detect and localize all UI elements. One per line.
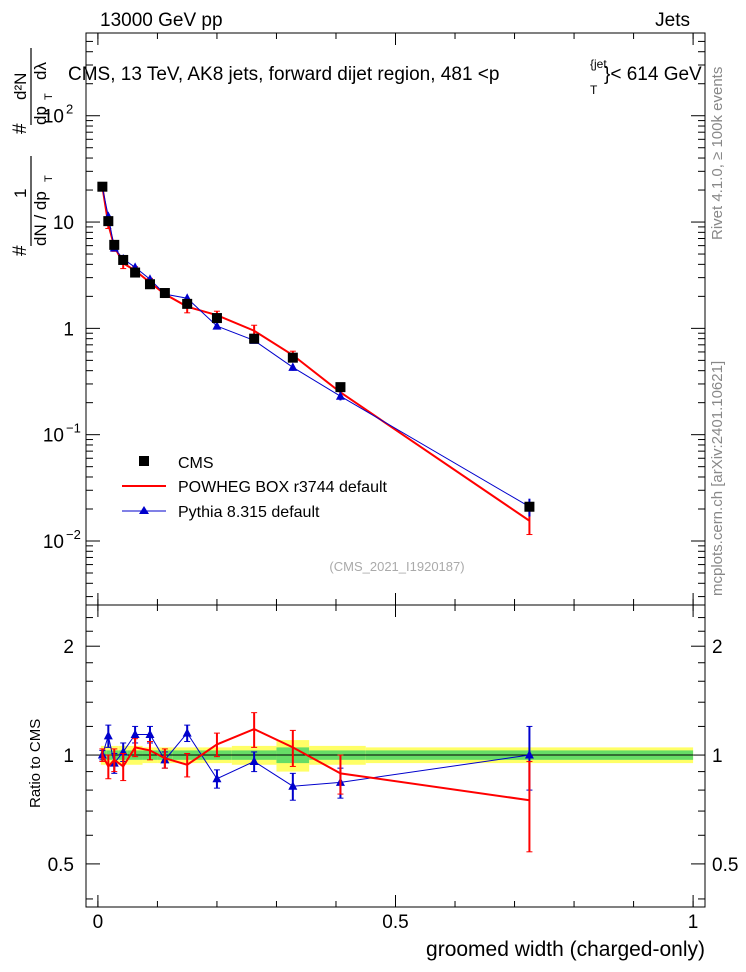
cms-data-point	[130, 267, 141, 278]
cms-data-point	[182, 298, 193, 309]
cms-data-point	[118, 254, 129, 265]
legend-cms-marker	[139, 456, 149, 466]
y-tick-label: 10	[53, 213, 74, 234]
ylabel-hash-den: #	[10, 123, 31, 134]
ylabel-frac2-den-sub: T	[43, 93, 55, 100]
pythia-point	[288, 362, 298, 371]
ratio-pythia-point	[182, 728, 192, 737]
pythia-point	[212, 321, 222, 330]
ratio-y-tick-label-right: 2	[712, 637, 723, 658]
rivet-version-label: Rivet 4.1.0, ≥ 100k events	[709, 67, 726, 240]
series-line-2	[101, 187, 530, 508]
plot-title-superscript: {jet	[590, 57, 607, 71]
ratio-pythia-point	[212, 773, 222, 783]
ylabel-hash-num: #	[10, 245, 31, 256]
y-tick-exponent: −2	[66, 527, 81, 542]
cms-data-point	[335, 382, 346, 393]
cms-data-point	[109, 239, 120, 250]
ratio-pythia-point	[524, 750, 534, 759]
plot-title-tail: }< 614 GeV	[604, 64, 702, 85]
ratio-y-axis-label: Ratio to CMS	[27, 719, 44, 808]
ratio-series	[97, 712, 534, 853]
ratio-uncertainty-band	[100, 740, 694, 772]
ratio-pythia-point	[103, 730, 113, 740]
ratio-y-tick-label: 0.5	[48, 855, 74, 876]
plot-title-subscript: T	[590, 83, 598, 97]
cms-data-point	[287, 352, 298, 363]
ratio-y-tick-label: 1	[63, 746, 74, 767]
plot-title: CMS, 13 TeV, AK8 jets, forward dijet reg…	[68, 64, 499, 85]
cms-data-point	[144, 279, 155, 290]
y-tick-exponent: 2	[66, 102, 73, 117]
cms-data-point	[249, 333, 260, 344]
ratio-y-tick-label-right: 0.5	[712, 855, 738, 876]
ylabel-frac1-den: dN / dp	[31, 191, 50, 246]
x-tick-label: 0	[93, 912, 104, 933]
mcplots-label: mcplots.cern.ch [arXiv:2401.10621]	[709, 361, 726, 596]
legend: CMS POWHEG BOX r3744 default Pythia 8.31…	[122, 455, 388, 521]
y-tick-label: 10	[43, 107, 64, 128]
ratio-y-tick-label: 2	[63, 637, 74, 658]
y-axis-label: # 1 dN / dp T # d²N dp T dλ	[10, 48, 55, 256]
main-series	[97, 181, 535, 536]
x-tick-label: 1	[688, 912, 699, 933]
cms-data-point	[159, 288, 170, 299]
ylabel-frac1-den-sub: T	[43, 175, 55, 182]
legend-pythia-marker	[139, 506, 149, 514]
cms-data-point	[211, 313, 222, 324]
ratio-pythia-point	[288, 781, 298, 790]
y-tick-label: 1	[63, 319, 74, 340]
header-process: 13000 GeV pp	[100, 10, 223, 31]
legend-powheg-label: POWHEG BOX r3744 default	[178, 479, 388, 496]
cms-data-point	[524, 501, 535, 512]
ylabel-frac1-num: 1	[11, 189, 30, 198]
y-tick-label: 10	[43, 426, 64, 447]
header-analysis: Jets	[655, 10, 690, 31]
analysis-watermark: (CMS_2021_I1920187)	[329, 559, 464, 574]
legend-cms-label: CMS	[178, 455, 214, 472]
x-axis-label: groomed width (charged-only)	[426, 938, 705, 961]
ratio-pythia-point	[130, 729, 140, 738]
ratio-y-tick-label-right: 1	[712, 746, 723, 767]
x-tick-label: 0.5	[382, 912, 408, 933]
y-tick-exponent: −1	[66, 421, 81, 436]
cms-data-point	[97, 181, 108, 192]
ylabel-frac2-den-tail: dλ	[31, 62, 50, 80]
pythia-point	[335, 391, 345, 400]
ylabel-frac2-den: dp	[31, 106, 50, 125]
ratio-pythia-point	[145, 729, 155, 738]
series-line-1	[101, 186, 530, 522]
cms-data-point	[103, 216, 114, 227]
ratio-pythia-point	[249, 756, 259, 765]
ylabel-frac2-num: d²N	[11, 73, 30, 100]
y-tick-label: 10	[43, 532, 64, 553]
legend-pythia-label: Pythia 8.315 default	[178, 504, 320, 521]
